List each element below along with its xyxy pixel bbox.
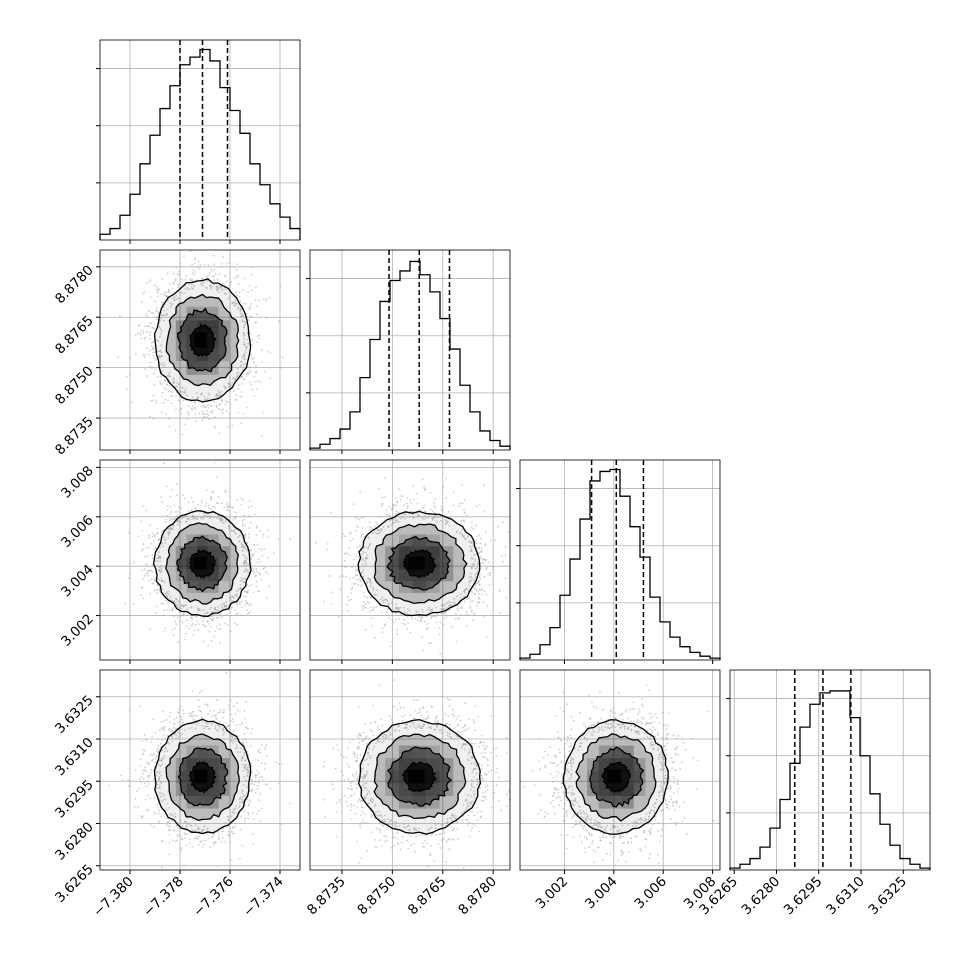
y-tick-label: 3.6265 bbox=[52, 861, 97, 906]
y-tick-label: 3.004 bbox=[58, 562, 97, 601]
x-tick-label: 8.8735 bbox=[304, 874, 349, 919]
y-tick-label: 3.6295 bbox=[52, 777, 97, 822]
axes-frame bbox=[729, 669, 931, 871]
contour-line bbox=[152, 510, 252, 618]
contour-line bbox=[357, 718, 482, 835]
contour-line bbox=[402, 549, 437, 579]
density-panel-4-3 bbox=[519, 669, 721, 871]
contour-line bbox=[165, 733, 240, 822]
histogram-panel-2 bbox=[306, 249, 511, 451]
histogram-step-line bbox=[729, 690, 931, 870]
x-tick-label: −7.378 bbox=[140, 874, 187, 921]
x-tick-label: 8.8765 bbox=[405, 874, 450, 919]
x-tick-label: 3.6295 bbox=[781, 874, 826, 919]
contour-line bbox=[562, 719, 669, 835]
contour-line bbox=[373, 523, 468, 605]
contour-line bbox=[188, 761, 217, 794]
contour-line bbox=[373, 733, 467, 820]
contour-line bbox=[189, 549, 216, 580]
y-tick-label: 3.6280 bbox=[52, 819, 97, 864]
x-tick-label: 3.002 bbox=[533, 874, 572, 913]
contour-line bbox=[176, 307, 228, 373]
contour-line bbox=[575, 733, 657, 822]
contour-line bbox=[189, 322, 217, 357]
axes-frame bbox=[519, 669, 721, 871]
density-panel-4-1 bbox=[99, 669, 301, 871]
axes-frame bbox=[99, 669, 301, 871]
x-tick-label: 8.8780 bbox=[455, 874, 500, 919]
y-tick-label: 8.8765 bbox=[52, 313, 97, 358]
contour-line bbox=[177, 747, 229, 807]
axes-frame bbox=[99, 459, 301, 661]
axes-frame bbox=[99, 39, 301, 241]
x-tick-label: 3.6325 bbox=[865, 874, 910, 919]
density-panel-4-2 bbox=[309, 669, 511, 871]
x-tick-label: −7.374 bbox=[240, 874, 287, 921]
histogram-step-line bbox=[519, 468, 721, 660]
contour-line bbox=[357, 510, 481, 617]
density-panel-2-1 bbox=[99, 249, 301, 451]
axes-frame bbox=[309, 459, 511, 661]
axes-frame bbox=[99, 249, 301, 451]
histogram-step-line bbox=[99, 48, 301, 240]
y-tick-label: 3.006 bbox=[58, 512, 97, 551]
histogram-step-line bbox=[309, 260, 511, 450]
y-tick-label: 3.6310 bbox=[52, 735, 97, 780]
contour-line bbox=[387, 746, 453, 807]
axes-frame bbox=[519, 459, 721, 661]
histogram-panel-1 bbox=[96, 39, 301, 241]
contour-line bbox=[165, 522, 240, 605]
y-tick-label: 3.6325 bbox=[52, 692, 97, 737]
y-tick-label: 8.8750 bbox=[52, 363, 97, 408]
contour-line bbox=[176, 535, 228, 593]
contour-line bbox=[401, 761, 437, 793]
contour-line bbox=[153, 718, 252, 835]
x-tick-label: 3.6280 bbox=[739, 874, 784, 919]
contour-line bbox=[165, 293, 240, 387]
histogram-panel-4 bbox=[726, 669, 931, 871]
x-tick-label: −7.380 bbox=[90, 874, 137, 921]
contour-line bbox=[153, 278, 252, 403]
histogram-panel-3 bbox=[516, 459, 721, 661]
contour-line bbox=[386, 535, 451, 591]
y-tick-label: 3.002 bbox=[58, 611, 97, 650]
contour-line bbox=[601, 761, 631, 794]
x-tick-label: 3.6310 bbox=[823, 874, 868, 919]
y-tick-label: 3.008 bbox=[58, 463, 97, 502]
x-tick-label: 3.004 bbox=[582, 874, 621, 913]
y-tick-label: 8.8780 bbox=[52, 262, 97, 307]
y-tick-label: 8.8735 bbox=[52, 414, 97, 459]
x-tick-label: 8.8750 bbox=[354, 874, 399, 919]
density-panel-3-1 bbox=[99, 459, 301, 661]
density-panel-3-2 bbox=[309, 459, 511, 661]
x-tick-label: −7.376 bbox=[190, 874, 237, 921]
x-tick-label: 3.006 bbox=[631, 874, 670, 913]
axes-frame bbox=[309, 249, 511, 451]
contour-line bbox=[589, 746, 645, 808]
axes-frame bbox=[309, 669, 511, 871]
